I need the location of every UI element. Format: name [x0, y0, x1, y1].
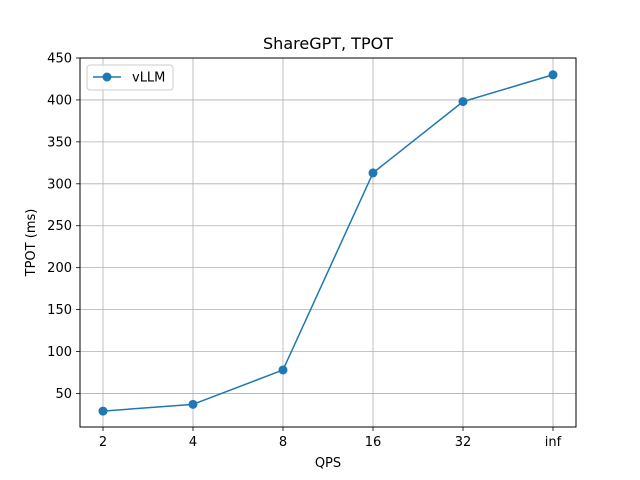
x-axis-label: QPS [315, 456, 341, 471]
data-point [98, 406, 108, 416]
y-tick-label: 350 [47, 135, 72, 150]
chart-title: ShareGPT, TPOT [263, 34, 393, 53]
y-tick-label: 200 [47, 261, 72, 276]
data-point [548, 70, 558, 80]
y-tick-label: 50 [55, 387, 72, 402]
y-axis-label: TPOT (ms) [24, 209, 39, 278]
y-tick-label: 300 [47, 177, 72, 192]
x-tick-label: inf [545, 435, 562, 450]
legend-box [86, 64, 174, 91]
legend-marker-swatch [102, 72, 112, 82]
y-tick-label: 250 [47, 219, 72, 234]
y-tick-label: 100 [47, 345, 72, 360]
series-layer [98, 70, 558, 416]
legend: vLLM [86, 64, 174, 91]
y-tick-label: 150 [47, 303, 72, 318]
ticks: 2 4 8 16 32 inf 50 100 150 200 250 300 350 400 450 [47, 52, 561, 451]
plot-frame [79, 57, 577, 428]
legend-label: vLLM [132, 71, 165, 86]
x-tick-label: 16 [365, 435, 382, 450]
data-point [368, 168, 378, 178]
series-line [102, 74, 554, 412]
data-point [278, 365, 288, 375]
data-point [188, 399, 198, 409]
x-tick-label: 2 [99, 435, 107, 450]
x-tick-label: 4 [189, 435, 197, 450]
x-tick-label: 32 [455, 435, 472, 450]
data-point [458, 97, 468, 107]
x-tick-label: 8 [279, 435, 287, 450]
y-tick-label: 400 [47, 93, 72, 108]
y-tick-label: 450 [47, 52, 72, 67]
